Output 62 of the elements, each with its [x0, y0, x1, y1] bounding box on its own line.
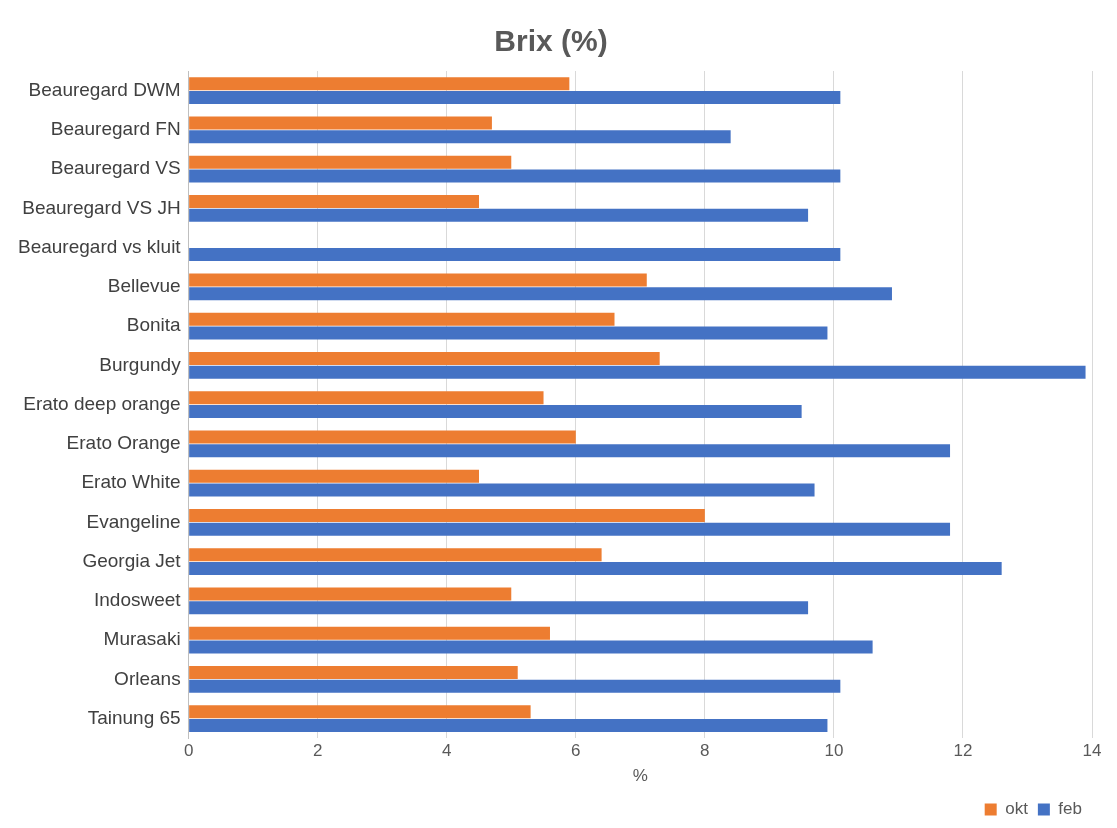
bar	[189, 548, 602, 562]
y-tick-label: Erato deep orange	[23, 392, 181, 414]
y-tick-label: Beauregard VS	[50, 157, 181, 179]
bar	[189, 312, 615, 326]
bar	[189, 665, 518, 679]
y-tick-label: Bellevue	[107, 275, 181, 297]
x-tick-label: 0	[183, 741, 194, 761]
y-tick-label: Georgia Jet	[82, 549, 182, 571]
bar	[189, 90, 841, 105]
bar	[189, 351, 660, 366]
y-tick-label: Erato Orange	[66, 432, 181, 454]
bar	[189, 483, 815, 497]
bar	[189, 718, 828, 732]
bar	[189, 326, 828, 340]
x-tick-label: 6	[571, 741, 581, 761]
bar	[189, 522, 951, 536]
bar	[189, 626, 550, 640]
y-tick-label: Indosweet	[94, 589, 182, 611]
y-tick-label: Erato White	[81, 471, 181, 493]
legend-label: okt	[1005, 799, 1029, 819]
y-tick-label: Beauregard DWM	[28, 78, 181, 100]
x-tick-label: 10	[824, 741, 844, 761]
bar	[189, 194, 480, 209]
bar	[189, 444, 951, 458]
bar	[189, 247, 841, 262]
bar	[189, 640, 873, 654]
bar	[189, 404, 802, 418]
y-tick-label: Orleans	[114, 667, 181, 689]
x-tick-label: 2	[312, 741, 323, 761]
x-tick-label: 4	[442, 741, 452, 761]
bar	[189, 273, 647, 287]
bar	[189, 561, 1002, 575]
x-tick-label: 14	[1082, 741, 1102, 761]
bar	[189, 169, 841, 183]
y-tick-label: Tainung 65	[87, 706, 181, 728]
bar	[189, 469, 480, 483]
bar	[189, 601, 809, 615]
bar	[189, 155, 512, 169]
bar	[189, 391, 544, 405]
y-tick-label: Beauregard vs kluit	[17, 235, 182, 257]
y-tick-label: Burgundy	[99, 353, 182, 375]
bar	[189, 508, 705, 522]
legend-label: feb	[1058, 799, 1083, 819]
bar	[189, 116, 492, 130]
y-tick-label: Beauregard VS JH	[22, 196, 181, 218]
y-tick-label: Bonita	[126, 314, 182, 336]
bar	[189, 430, 576, 444]
x-axis-title: %	[632, 766, 648, 786]
x-tick-label: 12	[953, 741, 973, 761]
bar	[189, 705, 531, 719]
y-tick-label: Evangeline	[86, 510, 181, 532]
bar	[189, 365, 1086, 379]
y-tick-label: Beauregard FN	[50, 118, 181, 140]
x-tick-label: 8	[700, 741, 710, 761]
bar	[189, 287, 892, 301]
bar	[189, 587, 512, 601]
bar	[189, 208, 809, 222]
y-tick-label: Murasaki	[103, 628, 181, 650]
bar	[189, 679, 841, 693]
bar	[189, 130, 731, 144]
chart-title: Brix (%)	[494, 24, 608, 58]
bar	[189, 77, 570, 91]
